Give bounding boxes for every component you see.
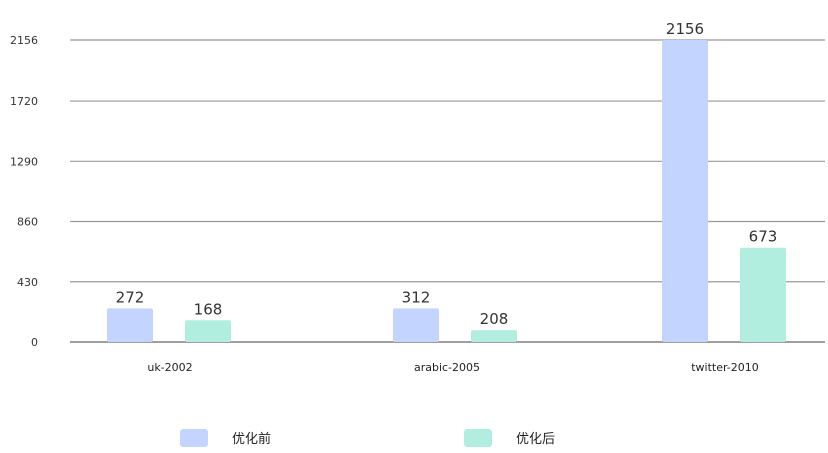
x-category-label: twitter-2010 <box>691 361 759 374</box>
data-label: 272 <box>116 288 145 306</box>
legend-swatch-before <box>180 428 208 447</box>
bar-arabic-2005-before <box>393 308 439 342</box>
data-label: 673 <box>749 228 778 246</box>
data-labels: 272 168 312 208 2156 673 <box>116 20 778 328</box>
legend-item-after[interactable]: 优化后 <box>464 428 555 447</box>
bar-twitter-2010-before <box>662 40 708 342</box>
bar-arabic-2005-after <box>471 330 517 342</box>
bar-uk-2002-after <box>185 320 231 342</box>
legend-swatch-after <box>464 428 492 447</box>
bar-uk-2002-before <box>107 308 153 342</box>
gridlines <box>70 39 825 343</box>
y-tick-label: 1290 <box>10 155 38 168</box>
y-tick-label: 0 <box>31 336 38 349</box>
data-label: 168 <box>194 300 223 318</box>
y-axis-ticks: 0 430 860 1290 1720 2156 <box>10 34 38 349</box>
x-axis-categories: uk-2002 arabic-2005 twitter-2010 <box>147 361 758 374</box>
x-category-label: uk-2002 <box>147 361 192 374</box>
y-tick-label: 430 <box>17 276 38 289</box>
legend-label-after: 优化后 <box>516 432 556 447</box>
y-tick-label: 1720 <box>10 95 38 108</box>
bar-twitter-2010-after <box>740 247 786 342</box>
bars <box>107 40 786 342</box>
x-category-label: arabic-2005 <box>414 361 480 374</box>
data-label: 208 <box>480 310 509 328</box>
legend-item-before[interactable]: 优化前 <box>180 428 271 447</box>
y-tick-label: 2156 <box>10 34 38 47</box>
legend-label-before: 优化前 <box>232 432 272 447</box>
y-tick-label: 860 <box>17 216 38 229</box>
data-label: 2156 <box>666 20 704 38</box>
data-label: 312 <box>402 288 431 306</box>
